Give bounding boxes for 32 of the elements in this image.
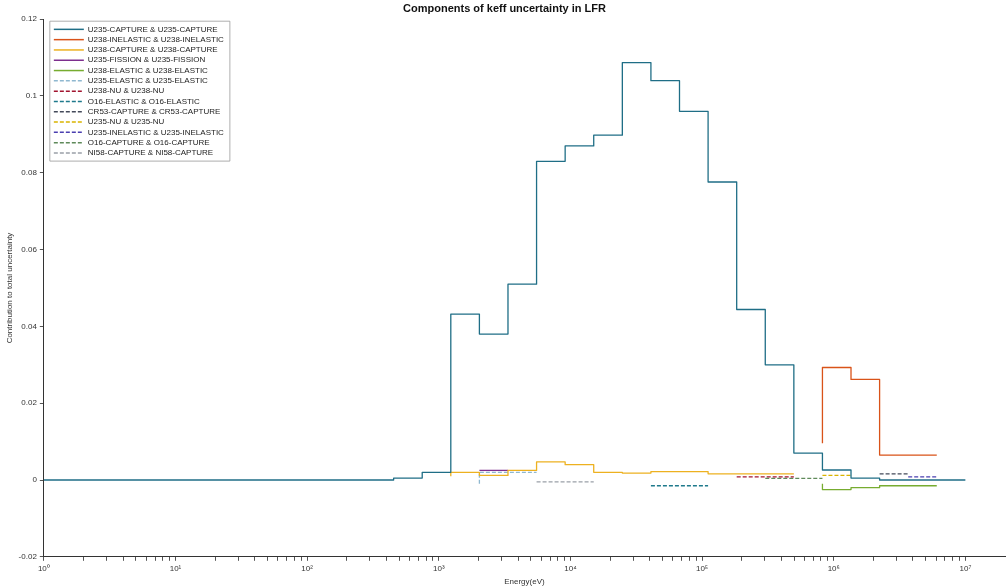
x-tick-label: 10⁶: [827, 563, 840, 573]
chart-title: Components of keff uncertainty in LFR: [403, 1, 606, 14]
legend-label: U238-ELASTIC & U238-ELASTIC: [87, 65, 209, 75]
legend-label: CR53-CAPTURE & CR53-CAPTURE: [87, 106, 221, 116]
y-tick-label: 0.08: [21, 168, 38, 177]
x-tick-label: 10⁷: [959, 563, 972, 573]
y-tick-label: 0.02: [21, 398, 38, 408]
y-tick-label: 0.12: [21, 14, 38, 24]
legend-label: NI58-CAPTURE & NI58-CAPTURE: [87, 148, 214, 158]
y-tick-label: 0: [32, 475, 38, 485]
y-tick-label: 0.1: [25, 91, 38, 101]
y-tick-label: -0.02: [18, 552, 38, 561]
legend-label: O16-ELASTIC & O16-ELASTIC: [87, 96, 201, 106]
x-tick-label: 10⁵: [695, 563, 709, 573]
legend-label: U235-ELASTIC & U235-ELASTIC: [87, 76, 209, 86]
legend-label: U238-INELASTIC & U238-INELASTIC: [87, 34, 225, 44]
x-tick-label: 10³: [433, 563, 445, 573]
legend-label: U235-INELASTIC & U235-INELASTIC: [87, 127, 225, 137]
x-axis-title: Energy(eV): [504, 577, 545, 587]
legend-label: U238-CAPTURE & U238-CAPTURE: [87, 45, 218, 55]
legend-label: U235-NU & U235-NU: [87, 117, 165, 127]
legend-label: U235-CAPTURE & U235-CAPTURE: [87, 24, 218, 34]
x-tick-label: 10²: [301, 563, 314, 573]
x-tick-label: 10⁴: [564, 563, 578, 573]
y-tick-label: 0.06: [21, 244, 38, 254]
x-tick-label: 10¹: [169, 563, 182, 573]
legend-label: U238-NU & U238-NU: [87, 86, 165, 96]
legend-label: U235-FISSION & U235-FISSION: [87, 55, 206, 65]
legend-label: O16-CAPTURE & O16-CAPTURE: [87, 137, 210, 147]
x-tick-label: 10⁰: [37, 563, 50, 573]
y-axis-title: Contribution to total uncertainty: [5, 232, 14, 344]
y-tick-label: 0.04: [21, 321, 38, 331]
